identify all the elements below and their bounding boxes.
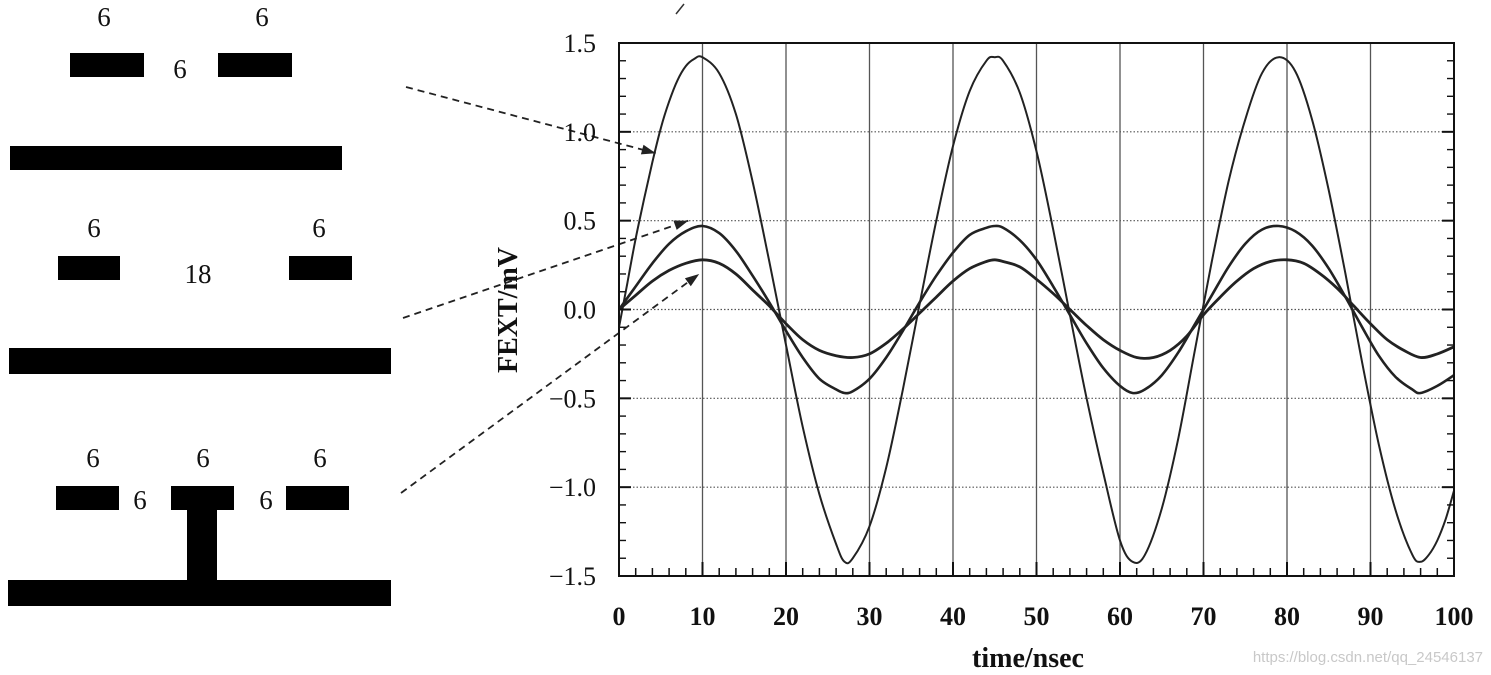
leader-arrows bbox=[400, 86, 700, 494]
leader-arrow-geometry-2 bbox=[402, 219, 689, 319]
geometry-1: 6 6 6 bbox=[10, 2, 342, 170]
x-axis-title: time/nsec bbox=[972, 643, 1084, 674]
geometry-3: 6 6 6 6 6 bbox=[8, 443, 391, 606]
series-line-1 bbox=[618, 55, 1455, 565]
geometry-2: 6 6 18 bbox=[9, 213, 391, 374]
y-tick-label: −1.5 bbox=[549, 562, 596, 591]
y-tick-label: −1.0 bbox=[549, 473, 596, 502]
geometry-panel: 6 6 6 6 6 18 6 6 6 6 6 bbox=[8, 2, 700, 606]
series-line-2 bbox=[617, 224, 1455, 395]
geometry-1-label-left-width: 6 bbox=[97, 2, 111, 32]
x-tick-label: 80 bbox=[1274, 602, 1300, 631]
watermark: https://blog.csdn.net/qq_24546137 bbox=[1253, 649, 1483, 666]
x-tick-label: 70 bbox=[1191, 602, 1217, 631]
geometry-3-trace-left bbox=[56, 486, 119, 510]
geometry-3-label-spacing-right: 6 bbox=[259, 485, 273, 515]
x-tick-label: 40 bbox=[940, 602, 966, 631]
x-tick-label: 50 bbox=[1024, 602, 1050, 631]
x-tick-label: 0 bbox=[613, 602, 626, 631]
geometry-3-label-left-width: 6 bbox=[86, 443, 100, 473]
y-tick-label: 0.5 bbox=[564, 207, 597, 236]
chart-grid bbox=[619, 43, 1454, 576]
geometry-3-guard-via bbox=[187, 505, 217, 585]
geometry-3-label-spacing-left: 6 bbox=[133, 485, 147, 515]
chart-series bbox=[617, 55, 1455, 565]
geometry-3-trace-right bbox=[286, 486, 349, 510]
geometry-2-label-right-width: 6 bbox=[312, 213, 326, 243]
series-line-3 bbox=[618, 258, 1455, 360]
x-tick-label: 100 bbox=[1435, 602, 1474, 631]
leader-arrow-geometry-1-head bbox=[640, 144, 656, 155]
y-tick-label: 1.0 bbox=[564, 118, 597, 147]
chart-axes bbox=[618, 42, 1455, 577]
x-tick-label: 90 bbox=[1358, 602, 1384, 631]
geometry-2-label-spacing: 18 bbox=[185, 259, 212, 289]
geometry-1-trace-right bbox=[218, 53, 292, 77]
leader-arrow-geometry-3 bbox=[400, 273, 700, 494]
x-tick-label: 20 bbox=[773, 602, 799, 631]
stray-mark bbox=[675, 3, 685, 15]
geometry-1-label-spacing: 6 bbox=[173, 54, 187, 84]
geometry-2-trace-left bbox=[58, 256, 120, 280]
geometry-3-label-right-width: 6 bbox=[313, 443, 327, 473]
leader-arrow-geometry-2-head bbox=[673, 220, 689, 230]
geometry-2-label-left-width: 6 bbox=[87, 213, 101, 243]
geometry-1-label-right-width: 6 bbox=[255, 2, 269, 32]
geometry-1-trace-left bbox=[70, 53, 144, 77]
geometry-2-ground-plane bbox=[9, 348, 391, 374]
x-tick-label: 60 bbox=[1107, 602, 1133, 631]
x-tick-label: 30 bbox=[857, 602, 883, 631]
fext-chart: 0 10 20 30 40 50 60 70 80 90 100 1.5 1.0 0.5 0.0 −0.5 −1… bbox=[493, 29, 1474, 674]
geometry-3-ground-plane bbox=[8, 580, 391, 606]
geometry-3-label-guard-width: 6 bbox=[196, 443, 210, 473]
y-tick-label: −0.5 bbox=[549, 384, 596, 413]
leader-arrow-geometry-3-head bbox=[684, 274, 700, 287]
plot-frame bbox=[618, 42, 1455, 577]
y-axis-title: FEXT/mV bbox=[493, 247, 524, 373]
y-tick-label: 0.0 bbox=[564, 296, 597, 325]
geometry-1-ground-plane bbox=[10, 146, 342, 170]
geometry-2-trace-right bbox=[289, 256, 352, 280]
x-tick-label: 10 bbox=[690, 602, 716, 631]
chart-tick-labels: 0 10 20 30 40 50 60 70 80 90 100 1.5 1.0 0.5 0.0 −0.5 −1… bbox=[549, 29, 1474, 631]
y-tick-label: 1.5 bbox=[564, 29, 597, 58]
